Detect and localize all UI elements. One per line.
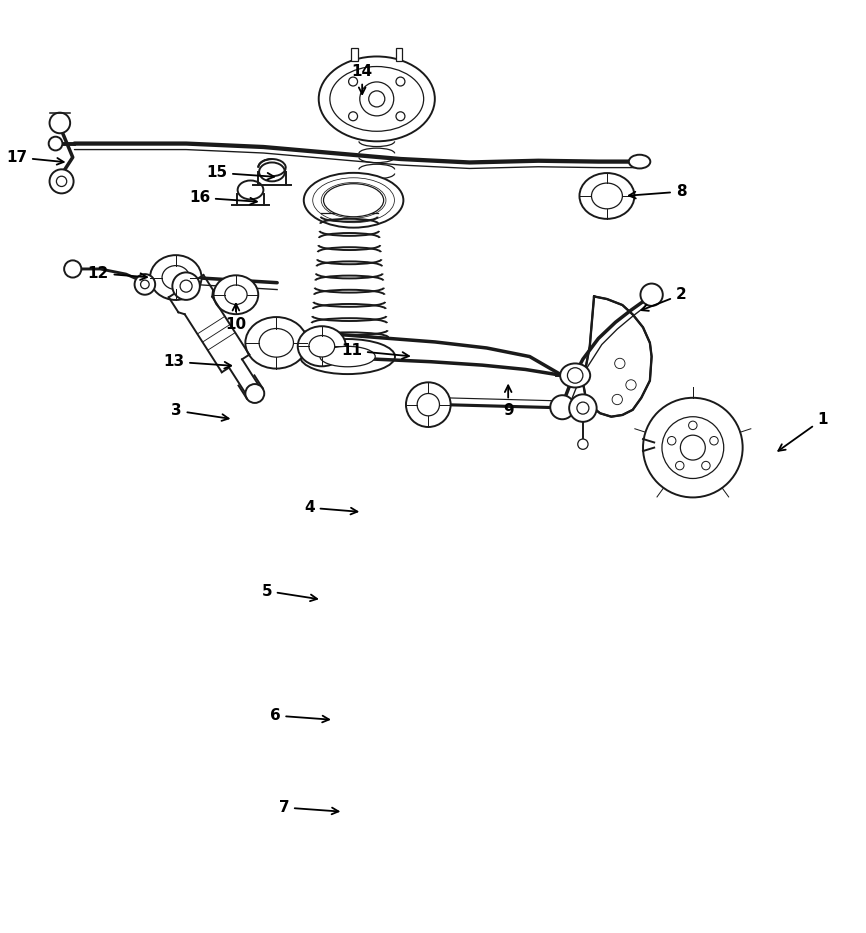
Circle shape [615, 358, 625, 369]
Ellipse shape [320, 346, 375, 367]
Circle shape [396, 112, 405, 120]
Circle shape [643, 397, 743, 497]
Text: 15: 15 [206, 165, 274, 180]
Text: 10: 10 [225, 304, 247, 332]
Bar [396, 49, 402, 61]
Circle shape [641, 284, 662, 306]
Ellipse shape [560, 364, 591, 387]
Text: 9: 9 [503, 385, 514, 418]
Ellipse shape [225, 285, 247, 304]
Text: 12: 12 [87, 266, 147, 281]
Ellipse shape [417, 394, 439, 416]
Circle shape [49, 169, 74, 193]
Circle shape [569, 395, 597, 422]
Ellipse shape [298, 327, 346, 367]
Text: 1: 1 [779, 411, 828, 451]
Ellipse shape [319, 57, 435, 141]
Circle shape [180, 280, 192, 292]
Ellipse shape [579, 173, 635, 219]
Polygon shape [583, 297, 651, 417]
Text: 11: 11 [341, 343, 409, 359]
Ellipse shape [259, 162, 285, 181]
Circle shape [675, 461, 684, 470]
Ellipse shape [330, 66, 423, 132]
Ellipse shape [259, 328, 294, 357]
Ellipse shape [304, 173, 404, 228]
Text: 2: 2 [642, 287, 687, 311]
Ellipse shape [629, 155, 650, 169]
Ellipse shape [237, 180, 263, 200]
Ellipse shape [162, 266, 190, 289]
Circle shape [49, 113, 70, 133]
Text: 8: 8 [629, 184, 686, 199]
Circle shape [349, 112, 358, 120]
Circle shape [578, 439, 588, 450]
Circle shape [688, 421, 697, 429]
Circle shape [134, 274, 155, 295]
Circle shape [577, 402, 589, 414]
Ellipse shape [591, 183, 623, 209]
Ellipse shape [406, 383, 450, 427]
Circle shape [56, 176, 67, 187]
Text: 13: 13 [164, 355, 231, 369]
Ellipse shape [214, 275, 258, 314]
Circle shape [612, 395, 623, 405]
Circle shape [359, 82, 394, 116]
Circle shape [710, 437, 718, 445]
Text: 7: 7 [279, 800, 339, 815]
Text: 4: 4 [304, 500, 358, 515]
Circle shape [701, 461, 710, 470]
Ellipse shape [150, 255, 202, 299]
Circle shape [681, 435, 705, 460]
Circle shape [48, 137, 62, 150]
Bar [352, 49, 358, 61]
Circle shape [64, 260, 81, 277]
Circle shape [140, 280, 149, 288]
Circle shape [369, 91, 385, 107]
Circle shape [567, 368, 583, 383]
Circle shape [172, 272, 200, 299]
Ellipse shape [309, 336, 334, 357]
Text: 6: 6 [270, 708, 329, 723]
Circle shape [349, 77, 358, 86]
Ellipse shape [245, 317, 307, 369]
Text: 3: 3 [171, 403, 229, 421]
Circle shape [626, 380, 637, 390]
Text: 5: 5 [262, 583, 317, 601]
Circle shape [662, 417, 724, 479]
Text: 16: 16 [189, 190, 257, 205]
Circle shape [550, 396, 574, 419]
Text: 14: 14 [352, 64, 372, 94]
Text: 17: 17 [6, 150, 64, 165]
Circle shape [245, 384, 264, 403]
Ellipse shape [324, 184, 384, 216]
Circle shape [396, 77, 405, 86]
Ellipse shape [301, 339, 395, 374]
Circle shape [668, 437, 676, 445]
